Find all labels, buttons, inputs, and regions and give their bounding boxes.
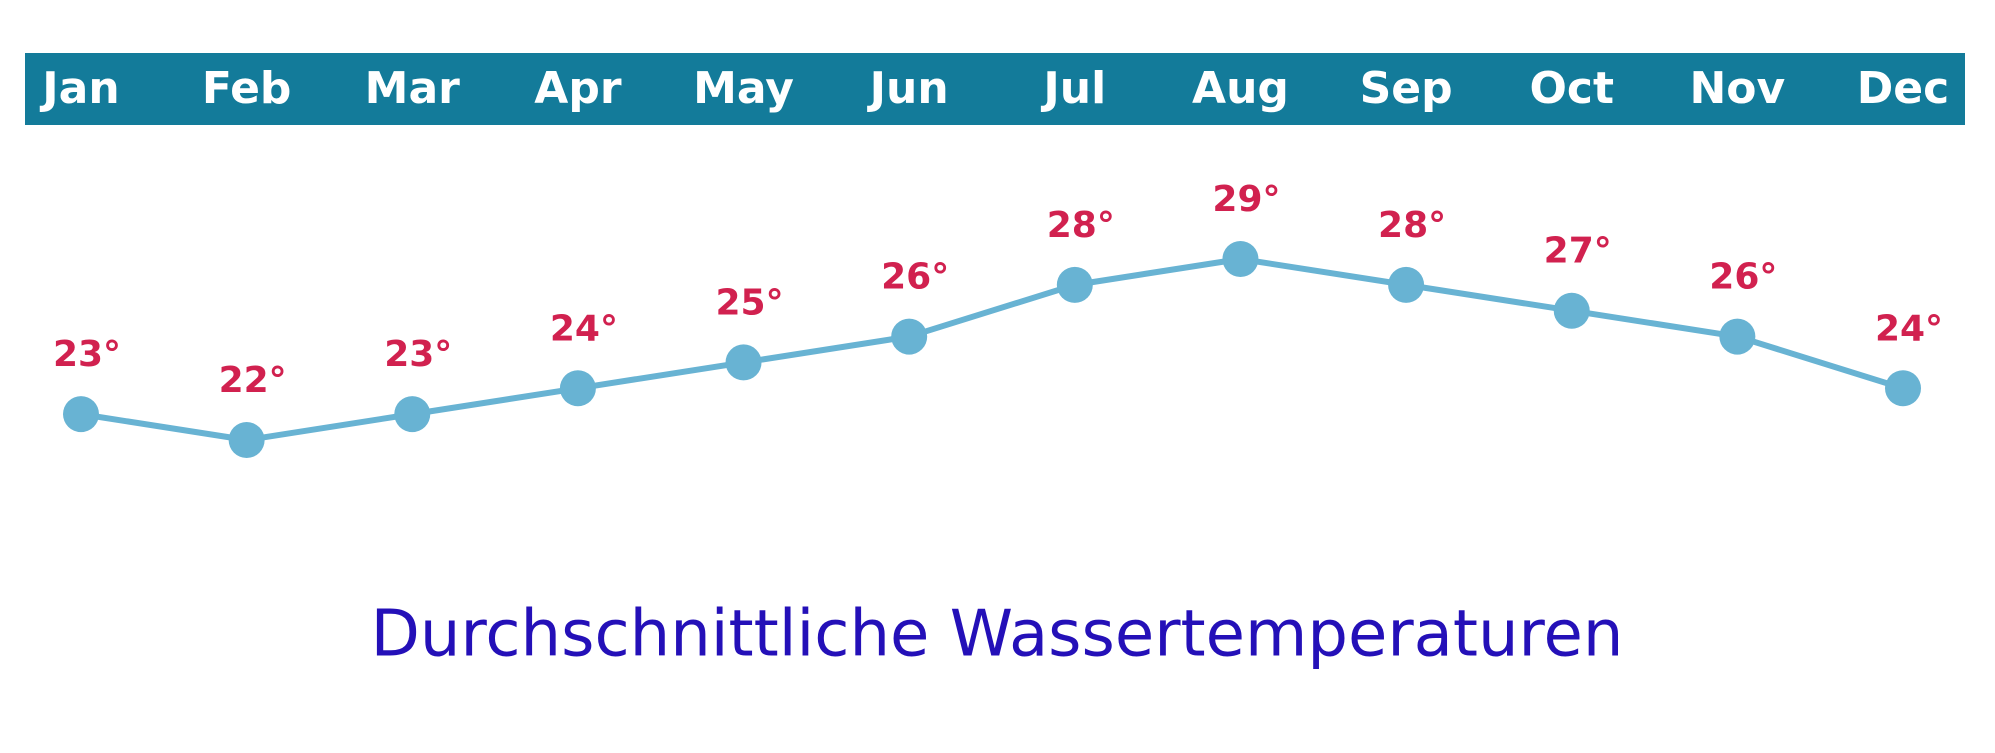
month-label: Jan xyxy=(39,63,119,114)
month-label: Oct xyxy=(1529,63,1614,114)
point xyxy=(1719,318,1756,355)
value-label: 26° xyxy=(881,257,949,298)
month-header xyxy=(25,53,1965,125)
month-label: Apr xyxy=(534,63,622,114)
value-label: 22° xyxy=(219,360,287,401)
month-label: Jul xyxy=(1040,63,1106,114)
point xyxy=(1222,241,1259,277)
value-label: 23° xyxy=(53,334,121,375)
value-label: 29° xyxy=(1212,179,1280,220)
point xyxy=(1885,370,1921,407)
chart-title: Durchschnittliche Wassertemperaturen xyxy=(371,598,1624,672)
month-label: Aug xyxy=(1192,63,1289,114)
value-label: 24° xyxy=(550,308,618,349)
point xyxy=(63,396,99,433)
point xyxy=(1553,292,1590,329)
value-label: 24° xyxy=(1875,308,1943,349)
point xyxy=(1056,266,1093,303)
month-label: Feb xyxy=(202,63,292,114)
month-label: May xyxy=(693,63,794,114)
point xyxy=(1388,266,1425,303)
point xyxy=(725,344,762,381)
point xyxy=(559,370,596,407)
value-label: 28° xyxy=(1047,205,1115,246)
point xyxy=(394,396,431,433)
value-label: 23° xyxy=(384,334,452,375)
value-label: 26° xyxy=(1709,257,1777,298)
month-label: Jun xyxy=(867,63,949,114)
month-label: Sep xyxy=(1360,63,1453,114)
value-label: 27° xyxy=(1544,231,1612,272)
month-label: Nov xyxy=(1689,63,1785,114)
temperature-line xyxy=(80,256,1904,443)
month-label: Mar xyxy=(365,63,460,114)
month-label: Dec xyxy=(1857,63,1949,114)
value-label: 28° xyxy=(1378,205,1446,246)
value-label: 25° xyxy=(715,282,783,323)
point xyxy=(891,318,928,355)
point xyxy=(228,422,265,458)
